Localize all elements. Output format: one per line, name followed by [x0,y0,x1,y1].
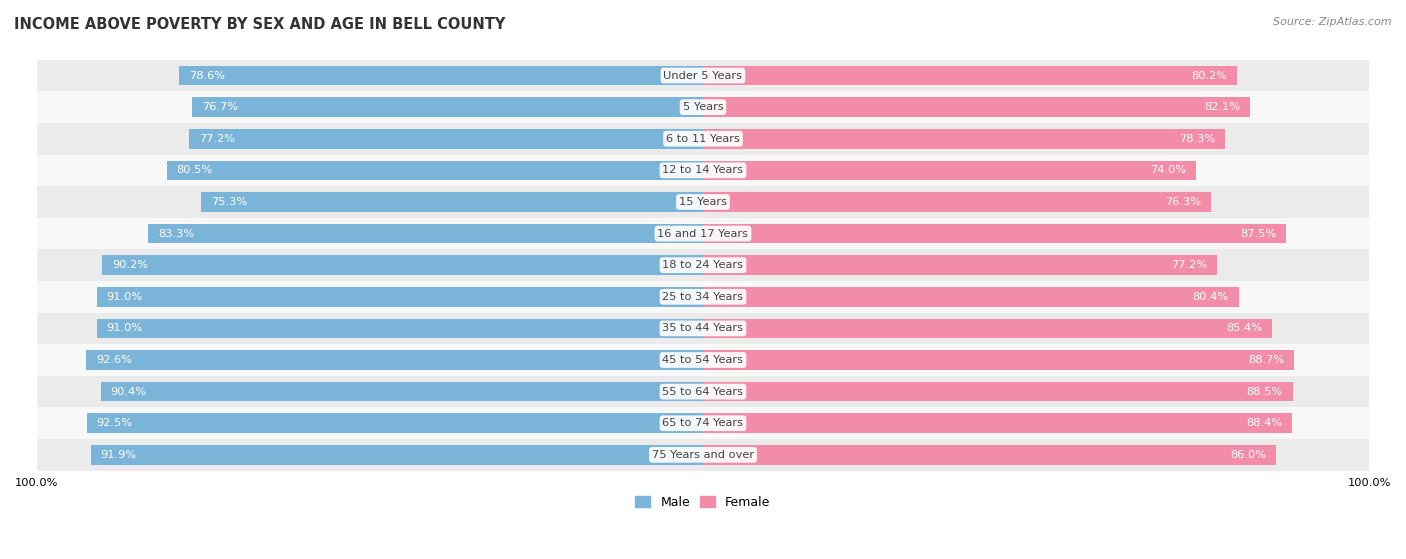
Bar [101,382,703,401]
Bar [703,287,1239,306]
Bar [703,160,1197,180]
Text: 35 to 44 Years: 35 to 44 Years [662,324,744,333]
Text: 88.7%: 88.7% [1249,355,1284,365]
Text: 12 to 14 Years: 12 to 14 Years [662,165,744,176]
Bar [37,312,1369,344]
Text: 86.0%: 86.0% [1230,450,1265,460]
Text: 91.9%: 91.9% [101,450,136,460]
Text: 90.4%: 90.4% [111,387,146,397]
Text: 80.5%: 80.5% [177,165,212,176]
Text: Under 5 Years: Under 5 Years [664,70,742,80]
Text: 92.6%: 92.6% [96,355,132,365]
Text: 6 to 11 Years: 6 to 11 Years [666,134,740,144]
Bar [37,344,1369,376]
Text: 55 to 64 Years: 55 to 64 Years [662,387,744,397]
Text: 16 and 17 Years: 16 and 17 Years [658,229,748,239]
Bar [148,224,703,243]
Bar [37,218,1369,249]
Text: 80.4%: 80.4% [1192,292,1229,302]
Bar [37,249,1369,281]
Text: 5 Years: 5 Years [683,102,723,112]
Text: 80.2%: 80.2% [1191,70,1227,80]
Bar [703,224,1286,243]
Text: 74.0%: 74.0% [1150,165,1187,176]
Bar [703,66,1237,86]
Text: 78.6%: 78.6% [190,70,225,80]
Text: 75 Years and over: 75 Years and over [652,450,754,460]
Bar [37,186,1369,218]
Bar [37,376,1369,408]
Text: 15 Years: 15 Years [679,197,727,207]
Text: 83.3%: 83.3% [157,229,194,239]
Text: 25 to 34 Years: 25 to 34 Years [662,292,744,302]
Text: 85.4%: 85.4% [1226,324,1263,333]
Bar [703,445,1277,465]
Legend: Male, Female: Male, Female [630,491,776,514]
Bar [193,97,703,117]
Text: 87.5%: 87.5% [1240,229,1277,239]
Bar [37,281,1369,312]
Text: 76.3%: 76.3% [1166,197,1201,207]
Text: 90.2%: 90.2% [112,260,148,270]
Text: 82.1%: 82.1% [1204,102,1240,112]
Bar [703,319,1272,338]
Bar [180,66,703,86]
Text: 45 to 54 Years: 45 to 54 Years [662,355,744,365]
Text: 76.7%: 76.7% [202,102,238,112]
Bar [37,408,1369,439]
Text: 78.3%: 78.3% [1178,134,1215,144]
Text: 91.0%: 91.0% [107,292,143,302]
Bar [37,154,1369,186]
Text: 91.0%: 91.0% [107,324,143,333]
Bar [703,382,1292,401]
Bar [37,60,1369,91]
Text: 77.2%: 77.2% [198,134,235,144]
Bar [703,192,1212,212]
Bar [97,319,703,338]
Bar [97,287,703,306]
Bar [37,91,1369,123]
Bar [188,129,703,149]
Bar [703,97,1250,117]
Bar [37,439,1369,471]
Bar [703,414,1292,433]
Bar [87,414,703,433]
Text: Source: ZipAtlas.com: Source: ZipAtlas.com [1274,17,1392,27]
Bar [703,129,1225,149]
Bar [167,160,703,180]
Text: 88.4%: 88.4% [1246,418,1282,428]
Text: 65 to 74 Years: 65 to 74 Years [662,418,744,428]
Bar [90,445,703,465]
Bar [86,350,703,370]
Bar [201,192,703,212]
Text: 18 to 24 Years: 18 to 24 Years [662,260,744,270]
Bar [103,255,703,275]
Text: 88.5%: 88.5% [1247,387,1282,397]
Text: INCOME ABOVE POVERTY BY SEX AND AGE IN BELL COUNTY: INCOME ABOVE POVERTY BY SEX AND AGE IN B… [14,17,505,32]
Bar [37,123,1369,154]
Text: 92.5%: 92.5% [97,418,132,428]
Text: 77.2%: 77.2% [1171,260,1208,270]
Bar [703,255,1218,275]
Bar [703,350,1294,370]
Text: 75.3%: 75.3% [211,197,247,207]
